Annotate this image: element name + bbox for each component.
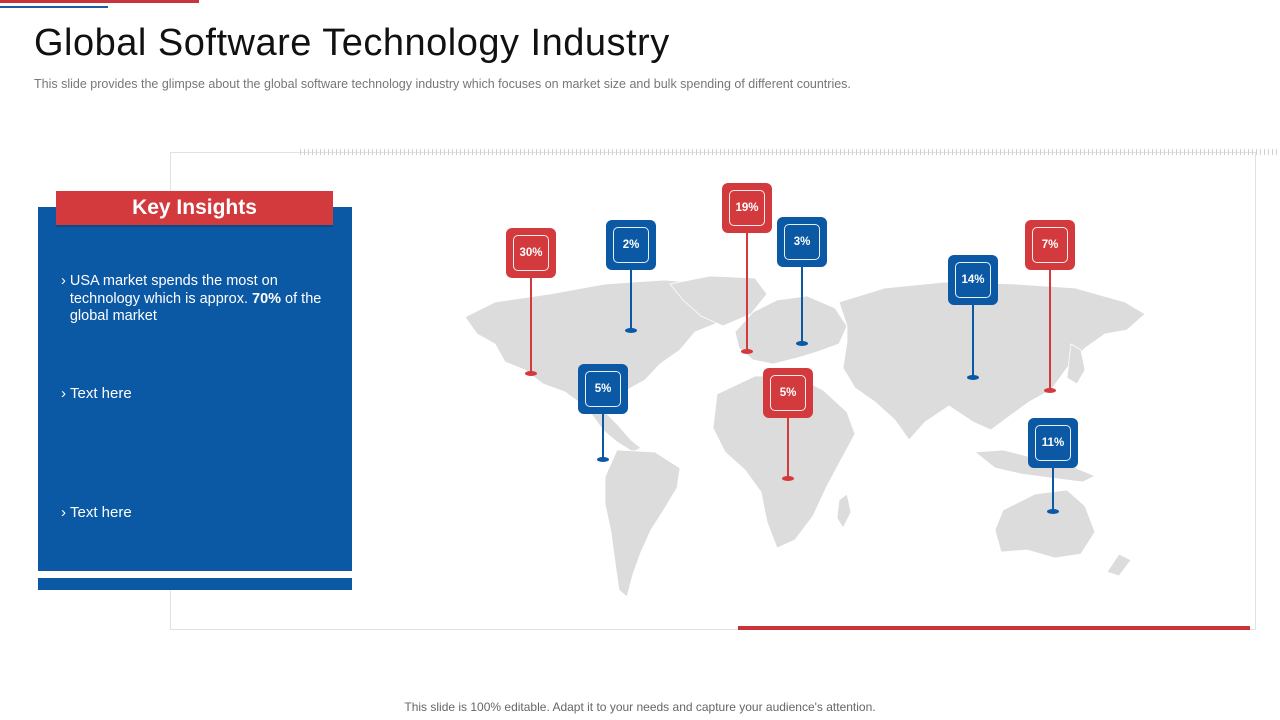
marker-stem bbox=[787, 418, 789, 477]
map-australia bbox=[994, 489, 1096, 559]
map-south-america bbox=[604, 449, 681, 598]
page-title: Global Software Technology Industry bbox=[34, 22, 670, 64]
panel-stripe bbox=[38, 571, 352, 578]
marker-badge: 14% bbox=[948, 255, 998, 305]
marker-badge: 3% bbox=[777, 217, 827, 267]
insight-item-1: › USA market spends the most on technolog… bbox=[61, 273, 336, 326]
insight-3-text: Text here bbox=[70, 504, 132, 521]
bottom-accent-bar bbox=[738, 626, 1250, 630]
marker-stem bbox=[530, 278, 532, 372]
marker-dot bbox=[967, 375, 979, 380]
map-africa bbox=[712, 375, 856, 549]
key-insights-heading: Key Insights bbox=[56, 191, 333, 225]
insight-2-text: Text here bbox=[70, 385, 132, 402]
marker-stem bbox=[801, 267, 803, 342]
marker-dot bbox=[741, 349, 753, 354]
insight-1-suffix: of the global market bbox=[69, 290, 322, 325]
chevron-right-icon: › bbox=[61, 504, 66, 521]
marker-dot bbox=[796, 341, 808, 346]
top-accent-blue bbox=[0, 6, 108, 8]
chevron-right-icon: › bbox=[61, 385, 66, 402]
marker-badge: 5% bbox=[763, 368, 813, 418]
marker-stem bbox=[746, 233, 748, 350]
map-central-america bbox=[586, 407, 642, 453]
marker-badge: 11% bbox=[1028, 418, 1078, 468]
marker-badge: 7% bbox=[1025, 220, 1075, 270]
marker-stem bbox=[972, 305, 974, 376]
chevron-right-icon: › bbox=[61, 273, 66, 289]
key-insights-panel bbox=[38, 207, 352, 590]
insight-1-highlight: 70% bbox=[252, 290, 282, 307]
marker-badge: 5% bbox=[578, 364, 628, 414]
page-subtitle: This slide provides the glimpse about th… bbox=[34, 77, 851, 91]
marker-dot bbox=[625, 328, 637, 333]
marker-dot bbox=[1047, 509, 1059, 514]
marker-dot bbox=[782, 476, 794, 481]
map-north-america bbox=[464, 279, 741, 411]
map-asia bbox=[838, 281, 1146, 441]
insight-item-2: › Text here bbox=[61, 385, 336, 403]
marker-stem bbox=[1049, 270, 1051, 389]
marker-stem bbox=[1052, 468, 1054, 510]
footer-note: This slide is 100% editable. Adapt it to… bbox=[404, 700, 876, 714]
insight-item-3: › Text here bbox=[61, 504, 336, 522]
frame-dotted-border bbox=[300, 149, 1278, 155]
marker-badge: 30% bbox=[506, 228, 556, 278]
marker-dot bbox=[525, 371, 537, 376]
marker-dot bbox=[1044, 388, 1056, 393]
map-japan bbox=[1066, 343, 1086, 385]
map-new-zealand bbox=[1106, 553, 1132, 577]
marker-stem bbox=[630, 270, 632, 329]
marker-stem bbox=[602, 414, 604, 458]
marker-badge: 19% bbox=[722, 183, 772, 233]
insight-1-text: USA market spends the most on technology… bbox=[69, 273, 278, 307]
top-accent-red bbox=[0, 0, 199, 3]
map-madagascar bbox=[836, 493, 852, 529]
marker-badge: 2% bbox=[606, 220, 656, 270]
marker-dot bbox=[597, 457, 609, 462]
map-europe bbox=[734, 295, 848, 365]
